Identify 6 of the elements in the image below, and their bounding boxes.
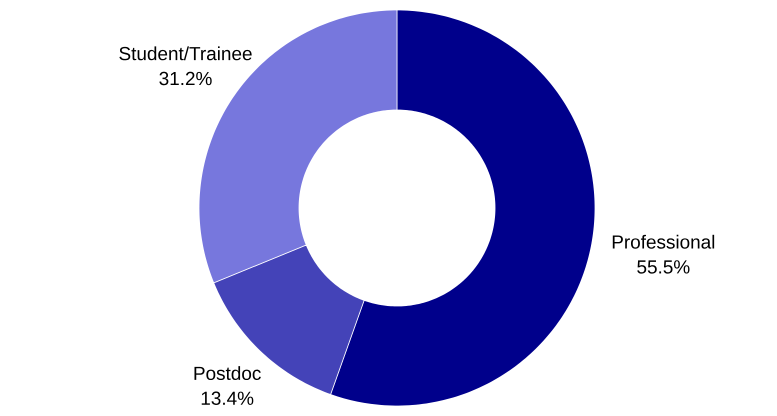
slice-label: Postdoc: [194, 366, 261, 380]
data-label: 55.5%: [637, 260, 690, 274]
slice-label: Professional: [612, 234, 714, 249]
slice-label: Student/Trainee: [119, 46, 252, 60]
data-label: 13.4%: [202, 392, 254, 405]
data-label: 31.2%: [159, 72, 212, 86]
